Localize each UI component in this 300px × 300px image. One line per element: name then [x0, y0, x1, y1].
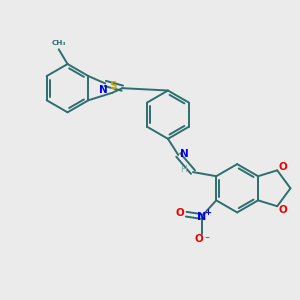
Text: S: S: [109, 81, 116, 92]
Text: +: +: [204, 208, 211, 217]
Text: N: N: [99, 85, 108, 95]
Text: O: O: [176, 208, 184, 218]
Text: H: H: [180, 165, 187, 174]
Text: O: O: [279, 162, 287, 172]
Text: ⁻: ⁻: [204, 235, 209, 245]
Text: O: O: [279, 205, 287, 215]
Text: CH₃: CH₃: [52, 40, 66, 46]
Text: O: O: [195, 234, 203, 244]
Text: N: N: [180, 149, 189, 159]
Text: N: N: [197, 212, 206, 221]
